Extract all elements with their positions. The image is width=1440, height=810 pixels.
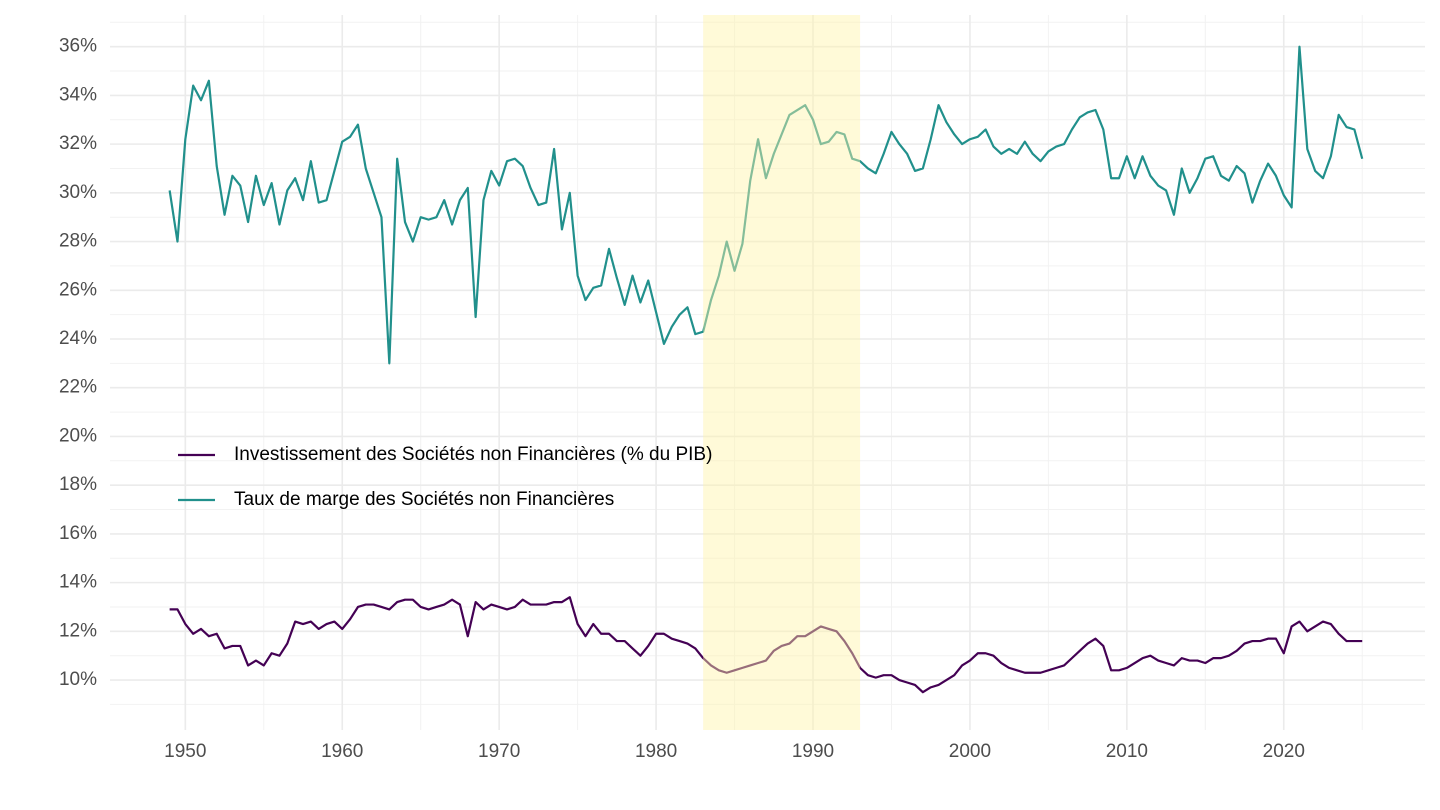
x-tick-label: 1960	[321, 741, 363, 762]
y-tick-label: 18%	[59, 474, 97, 495]
y-tick-label: 20%	[59, 425, 97, 446]
legend-label: Taux de marge des Sociétés non Financièr…	[234, 489, 614, 510]
x-tick-label: 1980	[635, 741, 677, 762]
highlight-band	[703, 15, 861, 730]
line-series	[169, 596, 1363, 694]
y-tick-label: 24%	[59, 328, 97, 349]
y-tick-label: 10%	[59, 669, 97, 690]
x-tick-label: 2000	[949, 741, 991, 762]
y-tick-label: 26%	[59, 279, 97, 300]
y-tick-label: 12%	[59, 620, 97, 641]
y-tick-label: 32%	[59, 133, 97, 154]
y-tick-label: 34%	[59, 84, 97, 105]
y-tick-label: 22%	[59, 377, 97, 398]
y-tick-label: 14%	[59, 572, 97, 593]
y-tick-label: 16%	[59, 523, 97, 544]
x-tick-label: 1970	[478, 741, 520, 762]
x-tick-label: 2020	[1263, 741, 1305, 762]
legend-label: Investissement des Sociétés non Financiè…	[234, 444, 712, 465]
y-tick-label: 36%	[59, 36, 97, 57]
y-tick-label: 28%	[59, 231, 97, 252]
y-tick-label: 30%	[59, 182, 97, 203]
line-series	[168, 45, 1364, 365]
x-tick-label: 1990	[792, 741, 834, 762]
x-tick-label: 1950	[164, 741, 206, 762]
x-tick-label: 2010	[1106, 741, 1148, 762]
